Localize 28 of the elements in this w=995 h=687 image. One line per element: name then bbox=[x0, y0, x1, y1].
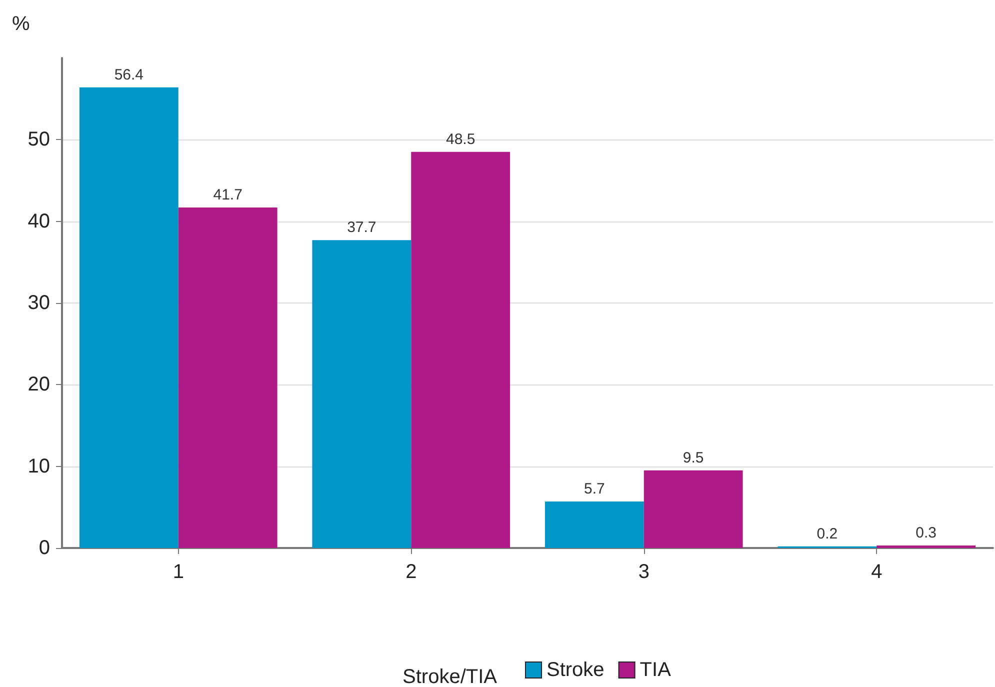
y-tick-label: 0 bbox=[38, 537, 50, 559]
data-label: 9.5 bbox=[682, 449, 704, 466]
x-tick-label: 3 bbox=[638, 561, 650, 583]
bar bbox=[178, 207, 278, 548]
data-label: 0.2 bbox=[816, 525, 838, 542]
data-label: 41.7 bbox=[213, 186, 242, 204]
bar bbox=[644, 470, 743, 548]
bar bbox=[544, 501, 644, 548]
data-label: 48.5 bbox=[446, 130, 476, 148]
bar bbox=[312, 240, 412, 548]
y-tick-label: 20 bbox=[28, 374, 50, 396]
y-tick-label: 40 bbox=[28, 210, 50, 232]
y-axis-title: % bbox=[12, 13, 30, 35]
data-label: 37.7 bbox=[347, 219, 376, 236]
legend-label: TIA bbox=[640, 659, 672, 681]
y-tick-label: 50 bbox=[28, 128, 50, 151]
legend-title: Stroke/TIA bbox=[402, 666, 498, 687]
x-tick-label: 4 bbox=[871, 561, 882, 583]
y-tick-label: 30 bbox=[28, 292, 50, 314]
bar bbox=[411, 152, 510, 548]
legend-label: Stroke bbox=[546, 659, 604, 681]
y-tick-label: 10 bbox=[28, 455, 50, 478]
x-tick-label: 2 bbox=[406, 561, 417, 583]
x-tick-label: 1 bbox=[172, 561, 184, 583]
data-label: 0.3 bbox=[916, 524, 937, 542]
data-label: 5.7 bbox=[584, 480, 605, 498]
bar bbox=[79, 87, 178, 548]
data-label: 56.4 bbox=[114, 66, 144, 84]
